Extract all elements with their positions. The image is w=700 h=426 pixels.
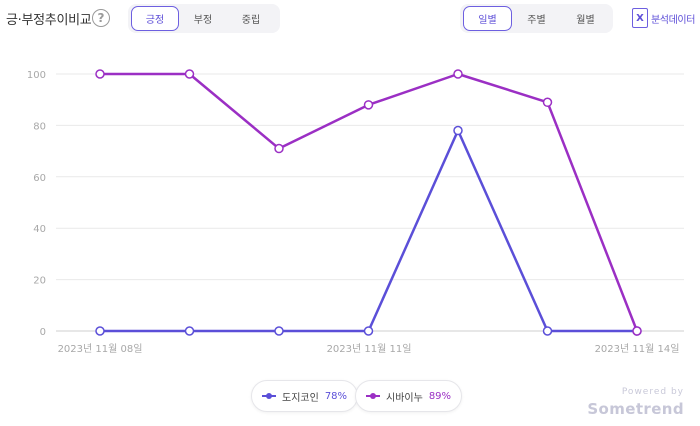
x-tick-label: 2023년 11월 08일 (58, 343, 143, 355)
legend-label: 도지코인 (282, 392, 319, 404)
page-title: 긍·부정추이비교 (6, 13, 92, 28)
data-point[interactable] (542, 97, 553, 108)
legend-swatch (262, 391, 276, 401)
data-point[interactable] (95, 326, 105, 336)
x-tick-label: 2023년 11월 14일 (595, 343, 680, 355)
data-point[interactable] (632, 326, 642, 336)
data-point[interactable] (453, 125, 463, 136)
data-point[interactable] (453, 69, 463, 79)
y-tick-label: 40 (33, 224, 46, 235)
legend-percent: 89% (428, 390, 452, 402)
legend-percent: 78% (324, 390, 348, 402)
powered-by-text: Powered by (621, 387, 684, 397)
data-point[interactable] (542, 326, 553, 336)
tab-negative[interactable]: 부정 (193, 15, 213, 26)
y-tick-label: 100 (27, 70, 46, 81)
x-tick-label: 2023년 11월 11일 (327, 343, 412, 355)
tab-monthly[interactable]: 월별 (576, 15, 595, 26)
tab-neutral[interactable]: 중립 (241, 15, 261, 26)
sometrend-logo: Sometrend (587, 400, 684, 418)
export-label: 분석데이터 (651, 14, 696, 26)
data-point[interactable] (363, 326, 374, 336)
data-point[interactable] (184, 326, 195, 336)
series-line-1 (100, 72, 639, 332)
data-point[interactable] (95, 69, 105, 79)
y-tick-label: 80 (33, 121, 46, 132)
y-tick-label: 0 (40, 327, 46, 338)
export-data-button[interactable]: X 분석데이터 (632, 8, 695, 28)
data-point[interactable] (184, 69, 195, 79)
legend-item-shibainu[interactable]: 시바이누 89% (355, 380, 463, 412)
period-toggle: 일별 주별 월별 (460, 4, 613, 33)
excel-icon: X (632, 8, 648, 28)
legend-item-dogecoin[interactable]: 도지코인 78% (251, 380, 359, 412)
tab-weekly[interactable]: 주별 (527, 15, 546, 26)
legend-label: 시바이누 (386, 392, 423, 404)
series-line-0 (100, 129, 637, 333)
y-tick-label: 20 (33, 276, 46, 287)
sentiment-toggle: 긍정 부정 중립 (128, 4, 280, 33)
data-point[interactable] (274, 143, 284, 154)
powered-by-logo: Powered by Sometrend (587, 388, 684, 417)
data-point[interactable] (363, 100, 374, 110)
help-icon[interactable]: ? (92, 9, 110, 27)
y-tick-label: 60 (33, 173, 46, 184)
tab-daily[interactable]: 일별 (463, 6, 512, 31)
data-point[interactable] (274, 326, 284, 336)
legend-swatch (366, 391, 380, 401)
tab-positive[interactable]: 긍정 (131, 6, 179, 31)
